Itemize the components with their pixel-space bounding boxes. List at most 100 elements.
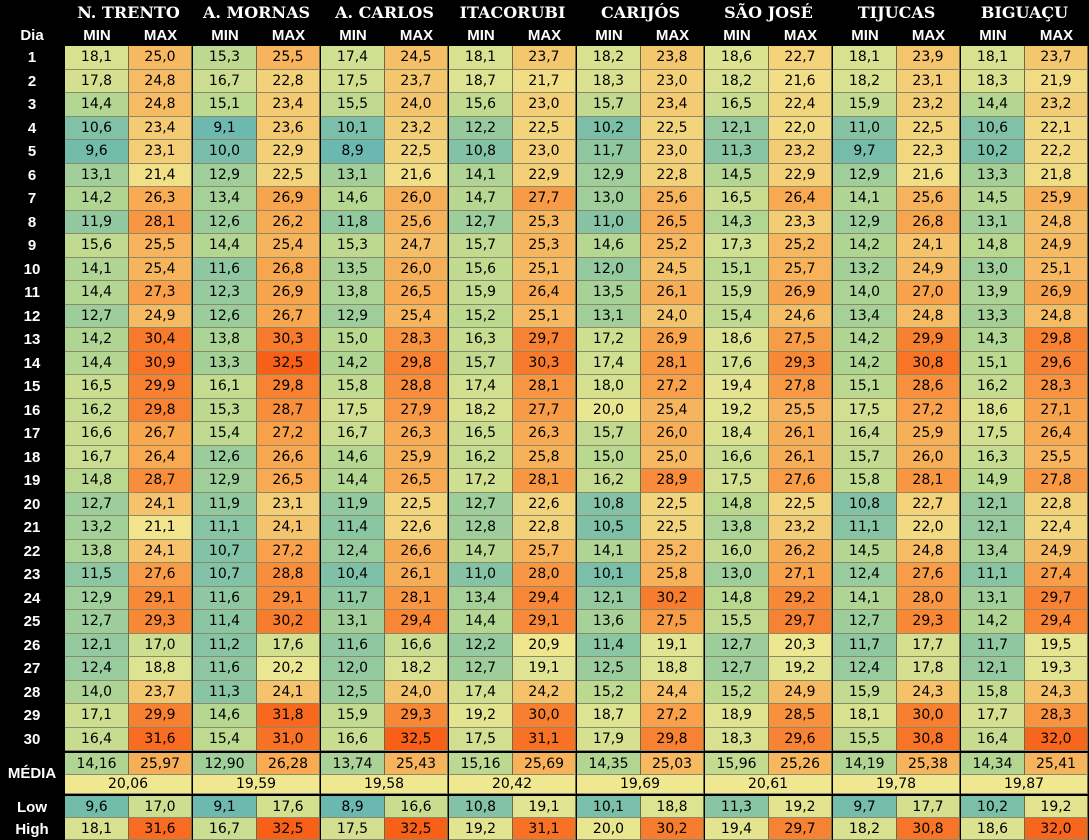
high-min-cell: 18,1 — [65, 818, 129, 840]
max-value-cell: 26,0 — [385, 187, 448, 211]
max-value-cell: 17,7 — [897, 633, 960, 657]
min-value-cell: 14,6 — [577, 234, 641, 258]
min-value-cell: 14,2 — [833, 328, 897, 352]
min-header: MIN — [851, 26, 879, 44]
min-value-cell: 13,1 — [961, 210, 1025, 234]
max-value-cell: 24,9 — [1025, 234, 1088, 258]
high-min-cell: 16,7 — [193, 818, 257, 840]
min-value-cell: 13,1 — [577, 304, 641, 328]
day-label: 29 — [23, 707, 41, 725]
min-value-cell: 12,3 — [193, 281, 257, 305]
max-value-cell: 25,7 — [769, 257, 832, 281]
max-value-cell: 25,6 — [641, 187, 704, 211]
min-value-cell: 14,1 — [65, 257, 129, 281]
min-value-cell: 10,7 — [193, 539, 257, 563]
max-value-cell: 22,8 — [1025, 492, 1088, 516]
low-max-cell: 17,7 — [897, 796, 960, 818]
min-value-cell: 9,1 — [193, 116, 257, 140]
day-label: 13 — [23, 331, 41, 349]
max-value-cell: 28,8 — [257, 563, 320, 587]
max-value-cell: 22,5 — [769, 492, 832, 516]
min-value-cell: 13,3 — [961, 304, 1025, 328]
min-value-cell: 15,1 — [961, 351, 1025, 375]
max-value-cell: 21,7 — [513, 69, 576, 93]
max-value-cell: 25,6 — [897, 187, 960, 211]
min-value-cell: 13,2 — [833, 257, 897, 281]
min-value-cell: 12,9 — [193, 469, 257, 493]
max-value-cell: 22,5 — [897, 116, 960, 140]
min-value-cell: 10,6 — [961, 116, 1025, 140]
max-value-cell: 27,2 — [641, 704, 704, 728]
media-max-cell: 25,26 — [769, 753, 832, 775]
max-value-cell: 24,9 — [129, 304, 192, 328]
max-value-cell: 26,9 — [769, 281, 832, 305]
min-value-cell: 12,5 — [577, 657, 641, 681]
min-value-cell: 11,4 — [321, 516, 385, 540]
min-value-cell: 16,2 — [577, 469, 641, 493]
min-value-cell: 13,1 — [961, 586, 1025, 610]
station-header: A. MORNAS — [202, 2, 311, 22]
max-value-cell: 19,1 — [513, 657, 576, 681]
max-value-cell: 29,9 — [129, 375, 192, 399]
max-header: MAX — [527, 26, 562, 44]
min-value-cell: 11,6 — [193, 586, 257, 610]
min-value-cell: 13,4 — [193, 187, 257, 211]
max-value-cell: 23,1 — [897, 69, 960, 93]
max-value-cell: 21,9 — [1025, 69, 1088, 93]
min-value-cell: 14,5 — [705, 163, 769, 187]
min-value-cell: 14,1 — [577, 539, 641, 563]
min-value-cell: 15,3 — [193, 398, 257, 422]
min-value-cell: 19,4 — [705, 375, 769, 399]
min-value-cell: 14,8 — [65, 469, 129, 493]
max-value-cell: 27,2 — [897, 398, 960, 422]
max-value-cell: 30,9 — [129, 351, 192, 375]
media-max-cell: 25,03 — [641, 753, 704, 775]
min-value-cell: 12,2 — [449, 633, 513, 657]
min-value-cell: 18,6 — [705, 46, 769, 70]
day-label: 21 — [23, 519, 41, 537]
min-value-cell: 19,2 — [449, 704, 513, 728]
min-value-cell: 12,6 — [193, 210, 257, 234]
min-value-cell: 18,4 — [705, 422, 769, 446]
max-value-cell: 23,0 — [513, 140, 576, 164]
max-value-cell: 25,5 — [1025, 445, 1088, 469]
max-value-cell: 29,2 — [769, 586, 832, 610]
max-value-cell: 22,6 — [385, 516, 448, 540]
min-value-cell: 17,5 — [961, 422, 1025, 446]
max-value-cell: 26,6 — [385, 539, 448, 563]
day-label: 7 — [27, 190, 37, 208]
max-value-cell: 22,5 — [385, 492, 448, 516]
max-value-cell: 29,8 — [129, 398, 192, 422]
low-min-cell: 10,2 — [961, 796, 1025, 818]
day-label: 2 — [27, 72, 37, 90]
max-value-cell: 24,0 — [385, 93, 448, 117]
max-value-cell: 22,7 — [769, 46, 832, 70]
media-min-cell: 14,19 — [833, 753, 897, 775]
max-value-cell: 22,4 — [769, 93, 832, 117]
max-value-cell: 24,3 — [897, 680, 960, 704]
high-min-cell: 17,5 — [321, 818, 385, 840]
media-min-cell: 12,90 — [193, 753, 257, 775]
max-value-cell: 31,6 — [129, 727, 192, 751]
min-value-cell: 12,1 — [705, 116, 769, 140]
min-value-cell: 14,2 — [65, 328, 129, 352]
high-min-cell: 19,2 — [449, 818, 513, 840]
min-header: MIN — [467, 26, 495, 44]
max-value-cell: 28,6 — [897, 375, 960, 399]
high-max-cell: 32,5 — [385, 818, 448, 840]
day-label: 22 — [23, 542, 41, 560]
min-value-cell: 15,3 — [193, 46, 257, 70]
min-value-cell: 12,2 — [449, 116, 513, 140]
min-value-cell: 14,4 — [449, 610, 513, 634]
max-value-cell: 25,5 — [257, 46, 320, 70]
min-value-cell: 12,9 — [833, 210, 897, 234]
max-value-cell: 24,1 — [129, 539, 192, 563]
min-value-cell: 16,7 — [321, 422, 385, 446]
min-value-cell: 17,6 — [705, 351, 769, 375]
max-value-cell: 22,5 — [641, 516, 704, 540]
media-min-cell: 14,34 — [961, 753, 1025, 775]
low-max-cell: 17,0 — [129, 796, 192, 818]
max-value-cell: 30,0 — [897, 704, 960, 728]
max-value-cell: 26,7 — [257, 304, 320, 328]
min-header: MIN — [83, 26, 111, 44]
